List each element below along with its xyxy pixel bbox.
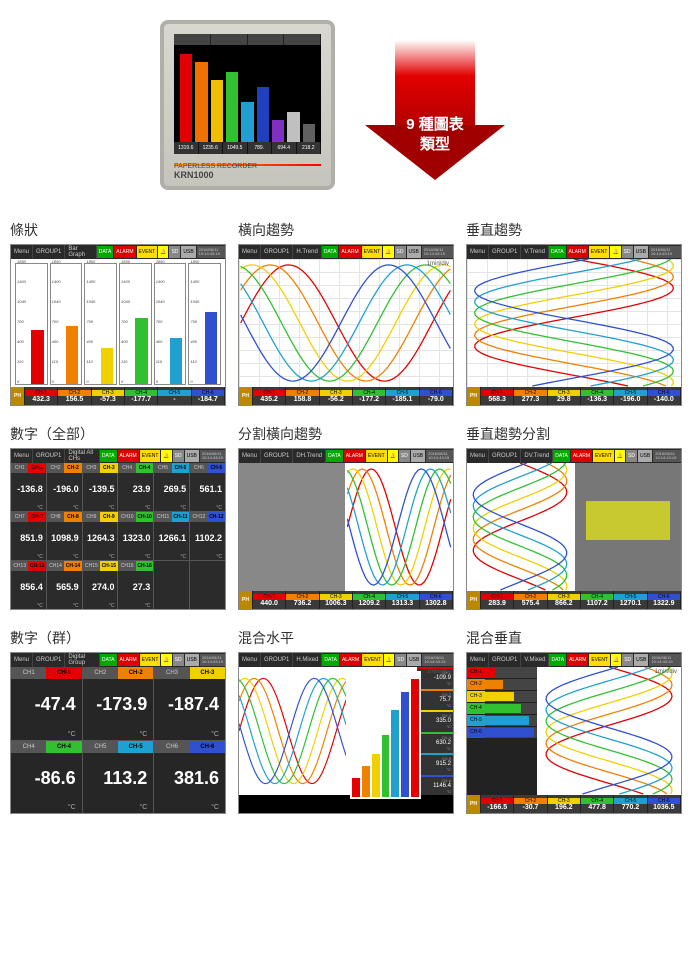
device-photo: 1319.61235.61049.5789.694.4218.2 PAPERLE… [160,20,335,190]
chart-title: 數字（全部） [10,424,226,444]
chart-title: 分割橫向趨勢 [238,424,454,444]
screen-topbar: MenuGROUP1DH.Trend DATAALARMEVENT🔔SDUSB2… [239,449,453,463]
screen-topbar: MenuGROUP1Bar Graph DATAALARMEVENT🔔SDUSB… [11,245,225,259]
chart-grid: 條狀 MenuGROUP1Bar Graph DATAALARMEVENT🔔SD… [0,200,690,834]
screen-topbar: MenuGROUP1Digital Group DATAALARMEVENT🔔S… [11,653,225,667]
screen-topbar: MenuGROUP1DV.Trend DATAALARMEVENT🔔SDUSB2… [467,449,681,463]
hero-row: 1319.61235.61049.5789.694.4218.2 PAPERLE… [0,0,690,200]
device-bars [180,54,315,142]
chart-diggroup: 數字（群） MenuGROUP1Digital Group DATAALARME… [10,628,226,814]
chart-htrend: 橫向趨勢 MenuGROUP1H.Trend DATAALARMEVENT🔔SD… [238,220,454,406]
screen-bottombar: PHCH-1432.3CH-2156.5CH-3-57.3CH-4-177.7C… [11,387,225,405]
chart-dhtrend: 分割橫向趨勢 MenuGROUP1DH.Trend DATAALARMEVENT… [238,424,454,610]
chart-title: 混合水平 [238,628,454,648]
screen-topbar: MenuGROUP1H.Mixed DATAALARMEVENT🔔SDUSB20… [239,653,453,667]
chart-title: 垂直趨勢 [466,220,682,240]
chart-title: 條狀 [10,220,226,240]
chart-mixh: 混合水平 MenuGROUP1H.Mixed DATAALARMEVENT🔔SD… [238,628,454,814]
screen-topbar: MenuGROUP1H.Trend DATAALARMEVENT🔔SDUSB20… [239,245,453,259]
chart-bar: 條狀 MenuGROUP1Bar Graph DATAALARMEVENT🔔SD… [10,220,226,406]
screen-bottombar: PHCH-1-166.5CH-2-30.7CH-3196.2CH-4477.8C… [467,795,681,813]
chart-title: 混合垂直 [466,628,682,648]
chart-title: 垂直趨勢分割 [466,424,682,444]
screen-bottombar: PHCH-1283.9CH-2575.4CH-3866.2CH-41107.2C… [467,591,681,609]
chart-mixv: 混合垂直 MenuGROUP1V.Mixed DATAALARMEVENT🔔SD… [466,628,682,814]
screen-bottombar: PHCH-1440.0CH-2736.2CH-31006.3CH-41209.2… [239,591,453,609]
screen-topbar: MenuGROUP1V.Mixed DATAALARMEVENT🔔SDUSB20… [467,653,681,667]
chart-title: 橫向趨勢 [238,220,454,240]
chart-digall: 數字（全部） MenuGROUP1Digital All CHs DATAALA… [10,424,226,610]
screen-bottombar: PHCH-1568.3CH-2277.3CH-329.8CH-4-136.3CH… [467,387,681,405]
screen-topbar: MenuGROUP1Digital All CHs DATAALARMEVENT… [11,449,225,463]
screen-bottombar: PHCH-1435.2CH-2158.8CH-3-56.2CH-4-177.2C… [239,387,453,405]
chart-vtrend: 垂直趨勢 MenuGROUP1V.Trend DATAALARMEVENT🔔SD… [466,220,682,406]
arrow-down: 9 種圖表類型 [365,20,505,190]
chart-dvtrend: 垂直趨勢分割 MenuGROUP1DV.Trend DATAALARMEVENT… [466,424,682,610]
screen-topbar: MenuGROUP1V.Trend DATAALARMEVENT🔔SDUSB20… [467,245,681,259]
arrow-text: 9 種圖表類型 [365,115,505,154]
chart-title: 數字（群） [10,628,226,648]
